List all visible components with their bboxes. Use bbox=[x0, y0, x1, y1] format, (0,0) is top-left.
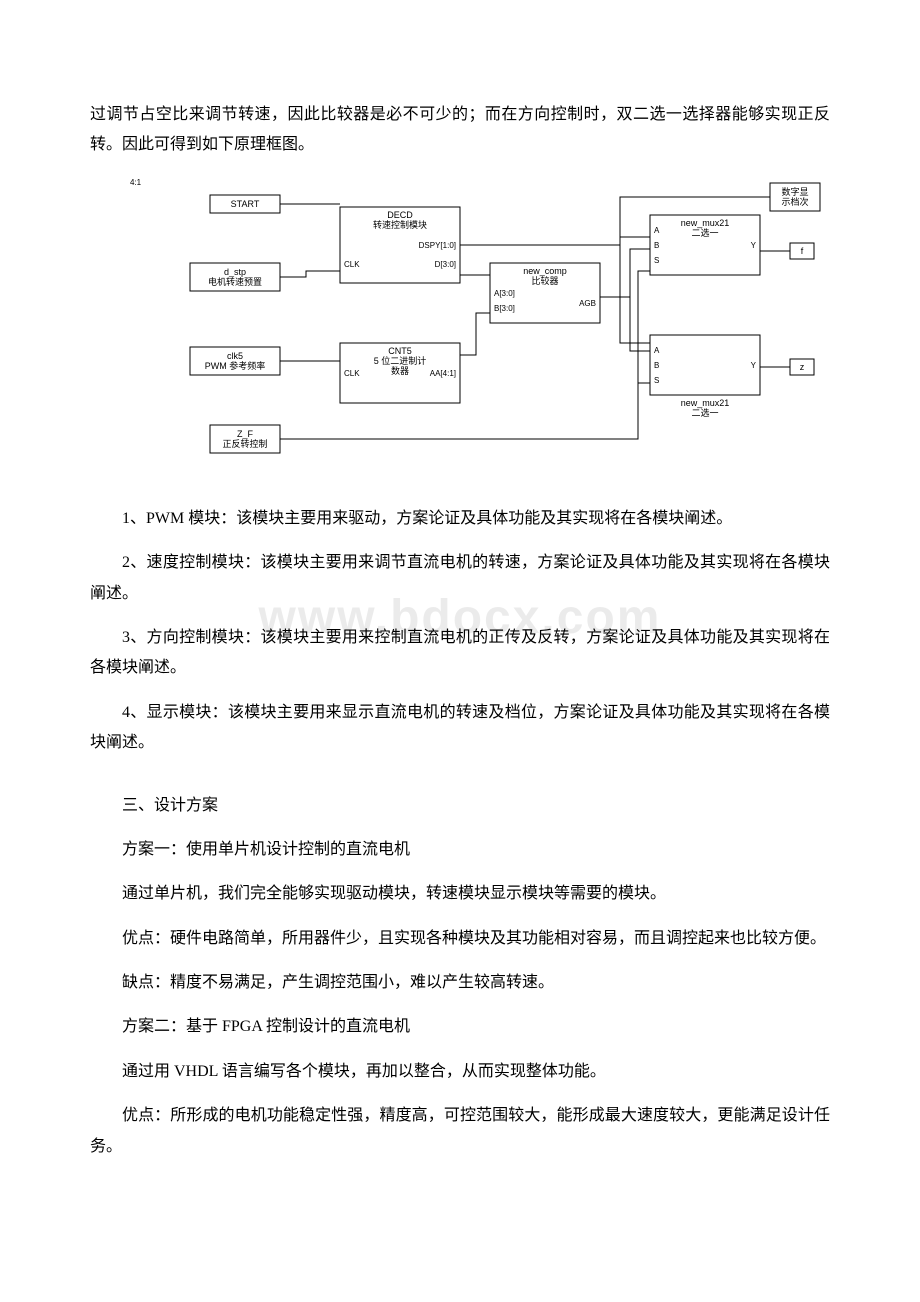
section3-paragraph: 缺点：精度不易满足，产生调控范围小，难以产生较高转速。 bbox=[90, 968, 830, 998]
body-paragraph: 1、PWM 模块：该模块主要用来驱动，方案论证及具体功能及其实现将在各模块阐述。 bbox=[90, 504, 830, 534]
svg-text:d_stp: d_stp bbox=[224, 267, 246, 277]
section3-paragraph: 优点：硬件电路简单，所用器件少，且实现各种模块及其功能相对容易，而且调控起来也比… bbox=[90, 924, 830, 954]
block-diagram: 4:1 START d_stp电机转速预置 clk5PWM 参考频率 Z_F正反转控制 D… bbox=[90, 175, 830, 480]
intro-paragraph: 过调节占空比来调节转速，因此比较器是必不可少的；而在方向控制时，双二选一选择器能… bbox=[90, 100, 830, 161]
diagram-node-mux1: new_mux21二选一 ABS Y bbox=[650, 215, 760, 275]
svg-text:Z_F: Z_F bbox=[237, 429, 254, 439]
svg-text:new_mux21: new_mux21 bbox=[681, 398, 730, 408]
svg-text:转速控制模块: 转速控制模块 bbox=[373, 219, 427, 230]
svg-text:clk5: clk5 bbox=[227, 351, 243, 361]
svg-text:正反转控制: 正反转控制 bbox=[222, 438, 267, 449]
svg-text:二选一: 二选一 bbox=[691, 407, 718, 418]
svg-text:Y: Y bbox=[751, 241, 757, 250]
svg-text:CLK: CLK bbox=[344, 260, 360, 269]
svg-text:二选一: 二选一 bbox=[691, 227, 718, 238]
svg-text:CLK: CLK bbox=[344, 369, 360, 378]
diagram-node-clk5: clk5PWM 参考频率 bbox=[190, 347, 280, 375]
section3-paragraph: 方案一：使用单片机设计控制的直流电机 bbox=[90, 835, 830, 865]
svg-text:S: S bbox=[654, 376, 659, 385]
svg-text:B: B bbox=[654, 241, 659, 250]
svg-text:z: z bbox=[800, 362, 805, 372]
svg-text:CNT5: CNT5 bbox=[388, 346, 412, 356]
svg-text:A: A bbox=[654, 346, 660, 355]
svg-text:AA[4:1]: AA[4:1] bbox=[430, 369, 456, 378]
diagram-node-z_out: z bbox=[790, 359, 814, 375]
svg-text:5 位二进制计: 5 位二进制计 bbox=[374, 355, 427, 366]
svg-text:比较器: 比较器 bbox=[531, 275, 558, 286]
svg-text:DSPY[1:0]: DSPY[1:0] bbox=[419, 241, 456, 250]
svg-text:A[3:0]: A[3:0] bbox=[494, 289, 515, 298]
diagram-node-mux2: new_mux21二选一 ABS Y bbox=[650, 335, 760, 418]
document-page: 过调节占空比来调节转速，因此比较器是必不可少的；而在方向控制时，双二选一选择器能… bbox=[0, 0, 920, 1236]
svg-text:new_mux21: new_mux21 bbox=[681, 218, 730, 228]
svg-text:电机转速预置: 电机转速预置 bbox=[208, 276, 262, 287]
svg-text:数字显: 数字显 bbox=[781, 186, 808, 197]
svg-text:A: A bbox=[654, 226, 660, 235]
section3-paragraph: 方案二：基于 FPGA 控制设计的直流电机 bbox=[90, 1012, 830, 1042]
svg-text:AGB: AGB bbox=[579, 299, 596, 308]
svg-text:D[3:0]: D[3:0] bbox=[435, 260, 456, 269]
svg-text:B: B bbox=[654, 361, 659, 370]
svg-text:START: START bbox=[231, 199, 260, 209]
svg-text:DECD: DECD bbox=[387, 210, 413, 220]
diagram-node-decd: DECD转速控制模块 CLK DSPY[1:0] D[3:0] bbox=[340, 207, 460, 283]
diagram-node-disp: 数字显示档次 bbox=[770, 183, 820, 211]
body-paragraph: 3、方向控制模块：该模块主要用来控制直流电机的正传及反转，方案论证及具体功能及其… bbox=[90, 623, 830, 684]
diagram-node-f_out: f bbox=[790, 243, 814, 259]
svg-text:new_comp: new_comp bbox=[523, 266, 567, 276]
svg-text:S: S bbox=[654, 256, 659, 265]
diagram-node-z_f: Z_F正反转控制 bbox=[210, 425, 280, 453]
section3-paragraph: 通过用 VHDL 语言编写各个模块，再加以整合，从而实现整体功能。 bbox=[90, 1057, 830, 1087]
svg-text:示档次: 示档次 bbox=[781, 196, 808, 207]
svg-text:B[3:0]: B[3:0] bbox=[494, 304, 515, 313]
diagram-node-d_stp: d_stp电机转速预置 bbox=[190, 263, 280, 291]
diagram-node-comp: new_comp比较器 A[3:0] B[3:0] AGB bbox=[490, 263, 600, 323]
svg-text:Y: Y bbox=[751, 361, 757, 370]
section3-paragraph: 优点：所形成的电机功能稳定性强，精度高，可控范围较大，能形成最大速度较大，更能满… bbox=[90, 1101, 830, 1162]
svg-text:数器: 数器 bbox=[391, 365, 409, 376]
svg-text:PWM 参考频率: PWM 参考频率 bbox=[205, 360, 266, 371]
diagram-node-cnt5: CNT55 位二进制计数器 CLK AA[4:1] bbox=[340, 343, 460, 403]
body-paragraph: 4、显示模块：该模块主要用来显示直流电机的转速及档位，方案论证及具体功能及其实现… bbox=[90, 698, 830, 759]
section3-paragraph: 通过单片机，我们完全能够实现驱动模块，转速模块显示模块等需要的模块。 bbox=[90, 879, 830, 909]
body-paragraph: 2、速度控制模块：该模块主要用来调节直流电机的转速，方案论证及具体功能及其实现将… bbox=[90, 548, 830, 609]
section3-heading: 三、设计方案 bbox=[90, 791, 830, 821]
svg-text:4:1: 4:1 bbox=[130, 178, 142, 187]
diagram-node-start: START bbox=[210, 195, 280, 213]
